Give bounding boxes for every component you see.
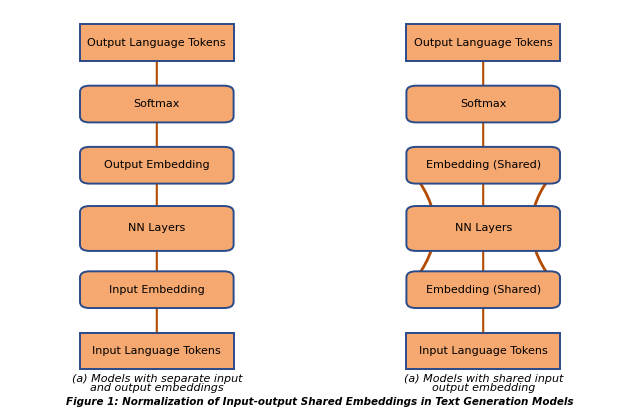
FancyBboxPatch shape [406,24,560,61]
FancyBboxPatch shape [80,333,234,369]
Text: output embedding: output embedding [431,384,535,393]
Text: Output Language Tokens: Output Language Tokens [88,38,226,48]
Text: Embedding (Shared): Embedding (Shared) [426,285,541,295]
Text: (a) Models with shared input: (a) Models with shared input [403,374,563,384]
FancyBboxPatch shape [80,24,234,61]
Text: Output Embedding: Output Embedding [104,160,210,170]
Text: Softmax: Softmax [460,99,506,109]
FancyBboxPatch shape [406,333,560,369]
FancyBboxPatch shape [406,206,560,251]
FancyBboxPatch shape [80,86,234,122]
FancyBboxPatch shape [80,271,234,308]
Text: Figure 1: Normalization of Input-output Shared Embeddings in Text Generation Mod: Figure 1: Normalization of Input-output … [67,397,573,407]
Text: Softmax: Softmax [134,99,180,109]
FancyBboxPatch shape [80,147,234,184]
Text: NN Layers: NN Layers [128,224,186,233]
Text: (a) Models with separate input: (a) Models with separate input [72,374,242,384]
FancyBboxPatch shape [406,271,560,308]
FancyBboxPatch shape [80,206,234,251]
Text: NN Layers: NN Layers [454,224,512,233]
Text: Input Language Tokens: Input Language Tokens [92,346,221,356]
Text: Embedding (Shared): Embedding (Shared) [426,160,541,170]
FancyBboxPatch shape [406,147,560,184]
FancyBboxPatch shape [406,86,560,122]
Text: Input Embedding: Input Embedding [109,285,205,295]
Text: Output Language Tokens: Output Language Tokens [414,38,552,48]
Text: and output embeddings: and output embeddings [90,384,223,393]
Text: Input Language Tokens: Input Language Tokens [419,346,548,356]
